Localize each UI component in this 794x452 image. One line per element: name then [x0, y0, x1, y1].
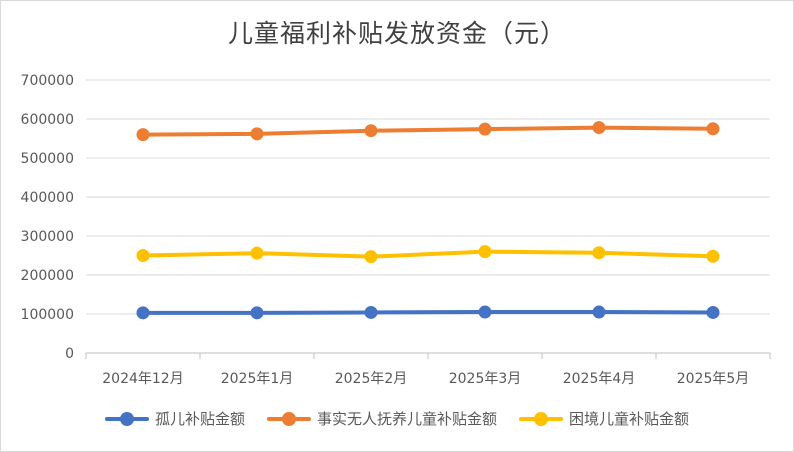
data-point	[478, 122, 492, 136]
x-tick-label: 2025年5月	[677, 371, 750, 387]
legend-label-distressed-children: 困境儿童补贴金额	[569, 410, 690, 428]
series-line-0	[141, 310, 715, 315]
legend-item-orphan[interactable]: 孤儿补贴金额	[104, 408, 245, 429]
legend-swatch-orphan	[104, 411, 149, 426]
data-point	[250, 306, 264, 320]
x-tick-label: 2024年12月	[102, 371, 183, 387]
data-point	[364, 305, 378, 319]
data-point	[136, 249, 150, 262]
data-point	[706, 249, 720, 263]
chart-title: 儿童福利补贴发放资金（元）	[227, 19, 566, 48]
series-line-1	[141, 125, 715, 137]
data-point	[364, 124, 378, 138]
legend-item-distressed-children[interactable]: 困境儿童补贴金额	[519, 408, 689, 429]
y-tick-label: 700000	[21, 73, 74, 89]
data-point	[250, 246, 264, 260]
y-tick-label: 200000	[21, 268, 74, 284]
x-tick-label: 2025年1月	[221, 371, 294, 387]
x-tick-label: 2025年2月	[335, 371, 408, 387]
data-point	[364, 250, 378, 264]
y-tick-label: 400000	[21, 190, 74, 206]
data-point	[478, 305, 492, 319]
legend-label-de-facto-unsupported: 事实无人抚养儿童补贴金额	[316, 410, 497, 428]
legend-swatch-distressed-children	[519, 411, 563, 426]
data-point	[592, 246, 606, 260]
y-tick-label: 0	[65, 346, 74, 362]
data-point	[478, 245, 492, 259]
legend-item-de-facto-unsupported[interactable]: 事实无人抚养儿童补贴金额	[266, 408, 497, 429]
y-tick-label: 300000	[21, 229, 74, 245]
data-point	[136, 306, 150, 320]
data-point	[136, 128, 150, 142]
x-tick-label: 2025年3月	[449, 371, 522, 387]
data-point	[592, 121, 606, 135]
y-tick-label: 600000	[21, 112, 74, 128]
y-tick-label: 100000	[21, 307, 74, 323]
x-tick-label: 2025年4月	[563, 371, 636, 387]
legend-swatch-de-facto-unsupported	[266, 411, 311, 426]
legend-label-orphan: 孤儿补贴金额	[154, 410, 245, 428]
data-point	[250, 127, 264, 141]
data-point	[592, 305, 606, 319]
legend: 孤儿补贴金额 事实无人抚养儿童补贴金额 困境儿童补贴金额	[0, 408, 794, 429]
data-point	[706, 305, 720, 319]
y-tick-label: 500000	[21, 151, 74, 167]
data-point	[706, 122, 720, 136]
series-line-2	[141, 249, 715, 259]
